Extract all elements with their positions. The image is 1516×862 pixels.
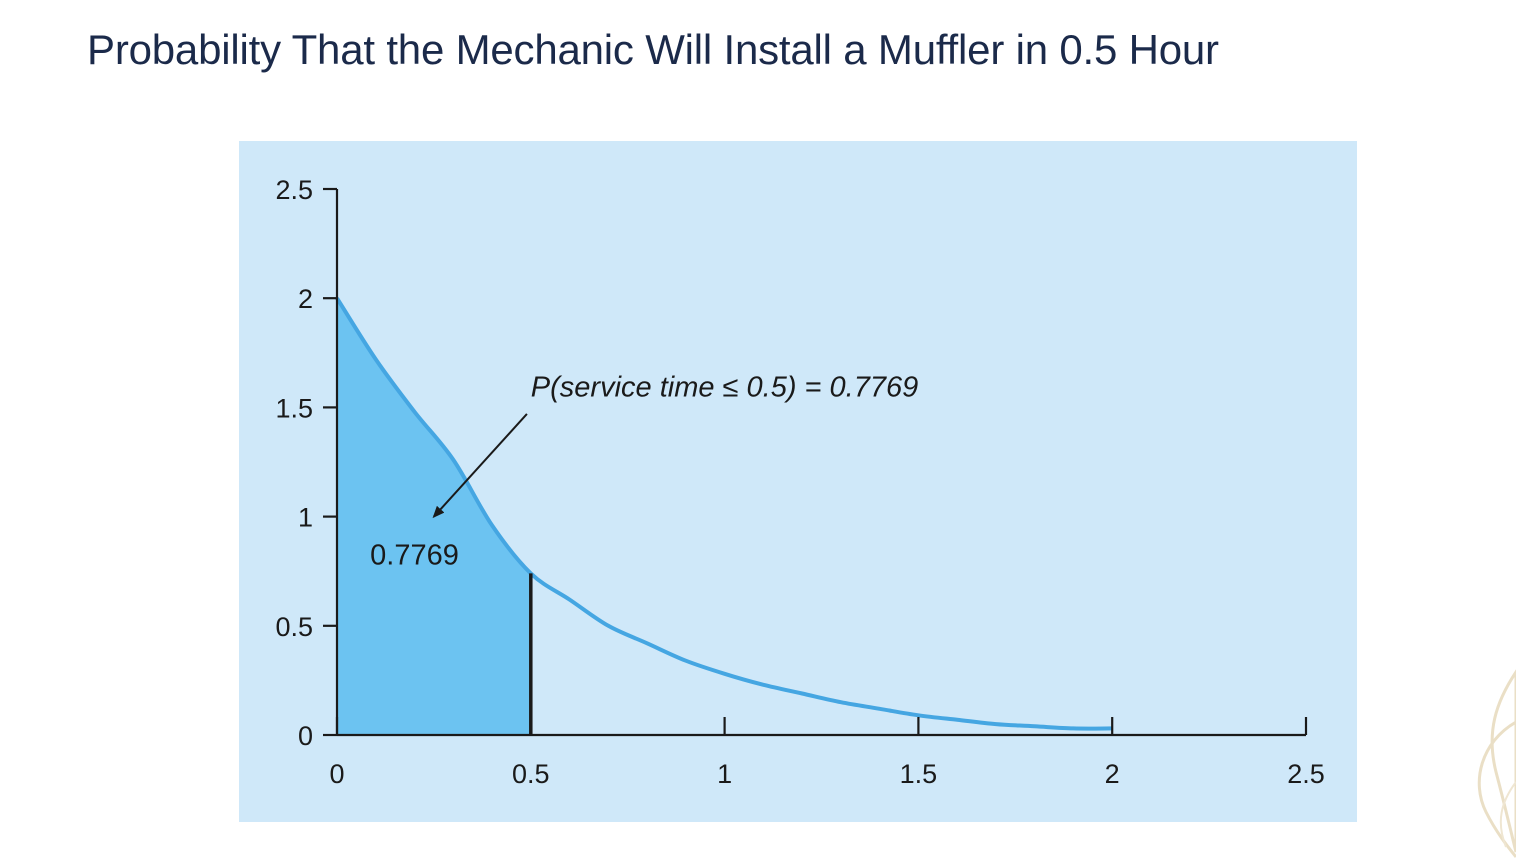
annotation-arrow [432, 413, 528, 519]
leaf-decoration-icon [1477, 669, 1516, 858]
probability-annotation: P(service time ≤ 0.5) = 0.7769 [531, 371, 918, 403]
density-curve [335, 297, 1113, 731]
chart-panel: 0 0.5 1 1.5 2 2.5 0 0.5 1 1.5 2 2.5 0.7769 P(servic… [239, 141, 1357, 822]
x-tick-label: 2.5 [1287, 759, 1325, 789]
density-chart: 0 0.5 1 1.5 2 2.5 0 0.5 1 1.5 2 2.5 0.7769 P(servic… [275, 175, 1324, 789]
shaded-area-value-label: 0.7769 [370, 540, 459, 572]
x-tick-label: 0.5 [512, 759, 550, 789]
y-tick-label: 2.5 [275, 175, 313, 205]
x-tick-label: 0 [329, 759, 344, 789]
x-tick-label: 1.5 [900, 759, 938, 789]
y-tick-label: 2 [298, 284, 313, 314]
x-tick-label: 2 [1105, 759, 1120, 789]
y-tick-label: 1.5 [275, 393, 313, 423]
y-tick-label: 1 [298, 503, 313, 533]
slide-title: Probability That the Mechanic Will Insta… [87, 26, 1219, 73]
y-tick-label: 0.5 [275, 612, 313, 642]
axes: 0 0.5 1 1.5 2 2.5 0 0.5 1 1.5 2 2.5 [275, 175, 1324, 789]
y-tick-label: 0 [298, 721, 313, 751]
x-tick-label: 1 [717, 759, 732, 789]
